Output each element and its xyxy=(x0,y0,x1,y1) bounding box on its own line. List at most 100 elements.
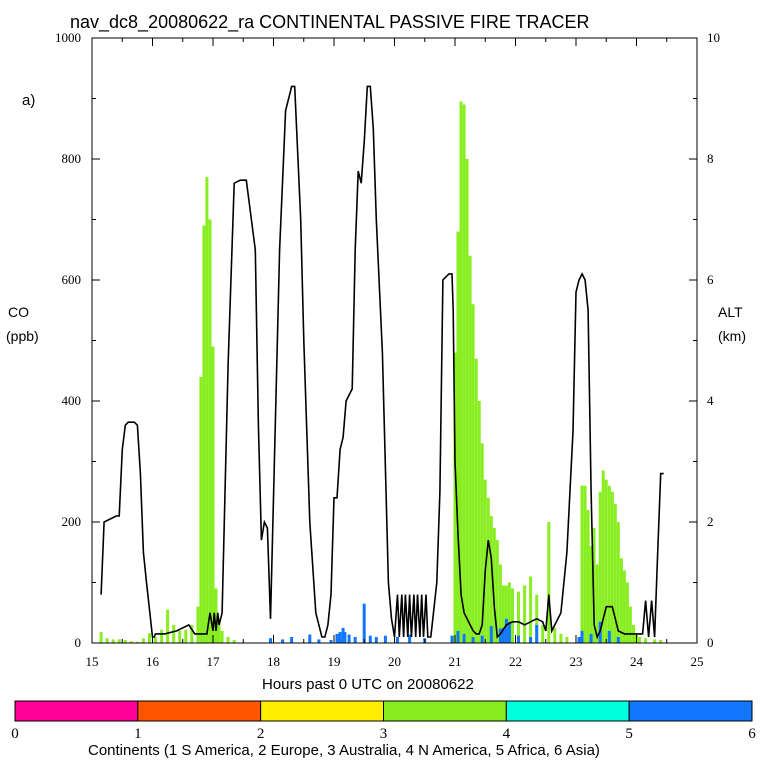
bar-n-america xyxy=(595,564,599,643)
bar-n-america xyxy=(154,637,157,643)
colorbar-tick-label: 2 xyxy=(257,726,265,742)
colorbar-segment xyxy=(383,700,507,722)
bar-n-america xyxy=(184,629,188,643)
bar-asia xyxy=(529,637,533,643)
bar-n-america xyxy=(580,485,584,643)
bar-n-america xyxy=(565,637,569,643)
bar-n-america xyxy=(459,101,463,643)
bar-n-america xyxy=(483,479,487,643)
bar-n-america xyxy=(178,630,182,643)
x-tick-label: 15 xyxy=(86,654,99,669)
y-tick-label-right: 0 xyxy=(707,635,714,650)
y-tick-label-left: 800 xyxy=(62,151,82,166)
bar-n-america xyxy=(598,491,602,644)
bar-n-america xyxy=(190,624,194,643)
bar-asia xyxy=(456,630,460,643)
colorbar-title: Continents (1 S America, 2 Europe, 3 Aus… xyxy=(88,742,600,759)
bar-n-america xyxy=(480,443,484,643)
y-tick-label-right: 4 xyxy=(707,393,714,408)
x-tick-label: 23 xyxy=(570,654,583,669)
bar-n-america xyxy=(474,358,478,643)
colorbar-segment xyxy=(260,700,384,722)
chart-title: nav_dc8_20080622_ra CONTINENTAL PASSIVE … xyxy=(70,12,590,32)
bar-n-america xyxy=(111,639,115,643)
y-right-label-name: ALT xyxy=(718,304,743,320)
bar-n-america xyxy=(141,638,145,643)
bar-n-america xyxy=(453,352,457,643)
bar-asia xyxy=(501,627,505,643)
bar-n-america xyxy=(123,640,127,643)
colorbar-segment xyxy=(505,700,630,722)
x-tick-label: 25 xyxy=(691,654,704,669)
panel-label: a) xyxy=(22,92,36,109)
y-right-label-unit: (km) xyxy=(718,328,746,344)
bar-n-america xyxy=(619,558,623,643)
bar-n-america xyxy=(465,159,469,643)
colorbar-tick-label: 4 xyxy=(503,726,511,742)
bar-n-america xyxy=(559,633,563,643)
y-tick-label-left: 0 xyxy=(75,635,82,650)
bar-asia xyxy=(281,639,285,643)
x-tick-label: 21 xyxy=(449,654,462,669)
bar-asia xyxy=(290,637,294,643)
bar-n-america xyxy=(628,606,632,643)
bar-asia xyxy=(535,624,539,643)
bar-n-america xyxy=(653,639,657,643)
bar-n-america xyxy=(501,585,505,643)
bar-asia xyxy=(577,637,581,643)
bar-n-america xyxy=(105,638,109,643)
y-tick-label-left: 1000 xyxy=(55,30,81,45)
bar-n-america xyxy=(226,637,230,643)
bar-n-america xyxy=(644,638,648,643)
bar-n-america xyxy=(604,479,608,643)
bar-n-america xyxy=(211,346,215,643)
bar-asia xyxy=(517,635,520,643)
bar-n-america xyxy=(613,503,617,643)
colorbar-tick-label: 3 xyxy=(380,726,388,742)
bar-n-america xyxy=(148,633,151,643)
x-tick-label: 19 xyxy=(328,654,341,669)
colorbar-tick-label: 0 xyxy=(11,726,19,742)
colorbar-tick-label: 5 xyxy=(625,726,633,742)
bar-n-america xyxy=(625,582,629,643)
x-tick-label: 22 xyxy=(509,654,522,669)
bar-n-america xyxy=(547,522,551,643)
bar-n-america xyxy=(205,177,209,643)
x-tick-label: 24 xyxy=(630,654,644,669)
y-tick-label-right: 2 xyxy=(707,514,714,529)
bar-n-america xyxy=(196,606,200,643)
bar-n-america xyxy=(583,485,587,643)
bar-n-america xyxy=(456,231,460,643)
bar-n-america xyxy=(160,629,164,643)
axes-layer: 15 16 17 18 19 20 21 22 23 24 25020040060080010000… xyxy=(55,30,720,669)
bar-asia xyxy=(353,637,357,643)
bar-n-america xyxy=(601,470,605,643)
bar-asia xyxy=(589,633,593,643)
y-tick-label-left: 600 xyxy=(62,272,82,287)
bar-n-america xyxy=(214,588,218,643)
y-tick-label-right: 8 xyxy=(707,151,714,166)
bar-n-america xyxy=(117,639,121,643)
y-tick-label-right: 6 xyxy=(707,272,714,287)
bar-n-america xyxy=(166,609,170,643)
colorbar-tick-label: 1 xyxy=(134,726,142,742)
bar-n-america xyxy=(172,624,176,643)
bar-asia xyxy=(580,630,584,643)
bar-n-america xyxy=(220,630,224,643)
bar-asia xyxy=(317,639,321,643)
bar-n-america xyxy=(553,627,557,643)
bar-asia xyxy=(471,637,475,643)
bar-n-america xyxy=(616,522,620,643)
y-tick-label-left: 200 xyxy=(62,514,82,529)
bar-asia xyxy=(343,632,347,643)
bar-asia xyxy=(362,603,366,643)
bar-n-america xyxy=(541,624,545,643)
bar-asia xyxy=(269,638,272,643)
bar-n-america xyxy=(135,641,139,643)
bar-asia xyxy=(489,626,493,643)
bar-n-america xyxy=(199,376,203,643)
bar-n-america xyxy=(471,304,475,643)
bar-layer xyxy=(99,85,664,644)
bar-asia xyxy=(347,634,351,643)
bar-asia xyxy=(368,635,372,643)
